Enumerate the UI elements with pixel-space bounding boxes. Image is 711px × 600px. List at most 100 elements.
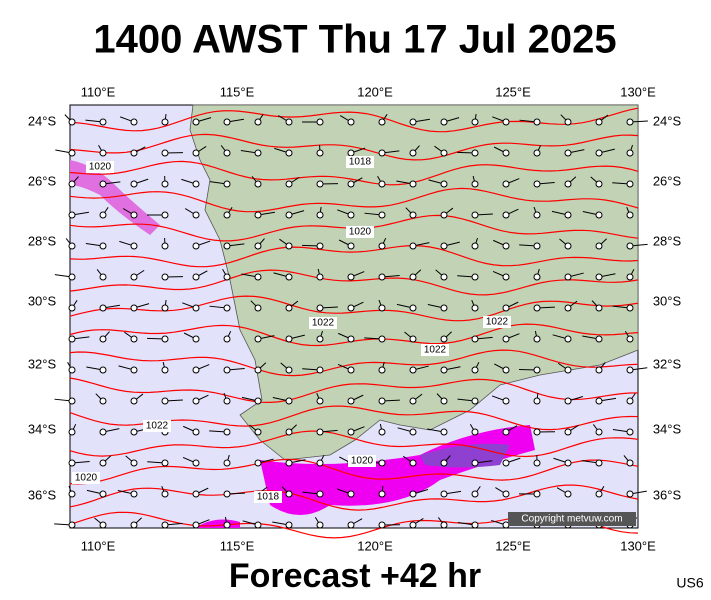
station	[130, 428, 138, 436]
station	[378, 180, 386, 188]
isobar	[69, 323, 639, 347]
station	[316, 180, 324, 188]
station	[471, 459, 479, 467]
station	[564, 490, 572, 498]
station	[564, 180, 572, 188]
station	[409, 149, 417, 157]
station	[130, 180, 138, 188]
station	[440, 180, 448, 188]
station	[285, 242, 293, 250]
station	[502, 304, 510, 312]
station	[347, 273, 355, 281]
station	[533, 366, 541, 374]
station	[192, 428, 200, 436]
station	[409, 335, 417, 343]
station	[564, 211, 572, 219]
copyright-box	[508, 512, 636, 526]
isobar-label-box	[348, 455, 376, 467]
station	[316, 366, 324, 374]
station	[223, 490, 231, 498]
lat-label: 36°S	[653, 487, 682, 502]
station	[471, 335, 479, 343]
station	[254, 366, 262, 374]
station	[502, 211, 510, 219]
station	[68, 428, 76, 436]
lat-label: 24°S	[653, 113, 682, 128]
station	[285, 211, 293, 219]
station	[595, 366, 603, 374]
isobar	[69, 377, 639, 404]
station	[192, 490, 200, 498]
station	[595, 211, 603, 219]
lat-label: 30°S	[28, 293, 57, 308]
station	[347, 428, 355, 436]
station	[471, 521, 479, 529]
station	[223, 118, 231, 126]
station	[626, 490, 634, 498]
station	[378, 428, 386, 436]
lat-label: 36°S	[28, 487, 57, 502]
isobar	[69, 133, 639, 161]
station	[626, 335, 634, 343]
lon-label: 130°E	[620, 538, 656, 553]
station	[347, 490, 355, 498]
station	[192, 273, 200, 281]
station	[626, 304, 634, 312]
isobar-label-box	[254, 491, 282, 503]
station	[564, 242, 572, 250]
station	[533, 304, 541, 312]
station	[378, 118, 386, 126]
station	[626, 211, 634, 219]
lat-label: 26°S	[653, 173, 682, 188]
station	[595, 397, 603, 405]
station	[130, 521, 138, 529]
station	[285, 149, 293, 157]
station	[533, 273, 541, 281]
station	[130, 490, 138, 498]
product-code: US6	[676, 575, 703, 591]
station	[595, 180, 603, 188]
isobar-label: 1020	[351, 456, 374, 467]
lon-label: 125°E	[495, 84, 531, 99]
station	[347, 304, 355, 312]
station	[471, 490, 479, 498]
lat-label: 32°S	[653, 356, 682, 371]
station	[595, 459, 603, 467]
station	[192, 366, 200, 374]
station	[440, 273, 448, 281]
isobar-label-box	[72, 472, 100, 484]
station	[502, 335, 510, 343]
station	[99, 118, 107, 126]
station	[378, 242, 386, 250]
station	[409, 273, 417, 281]
station	[254, 397, 262, 405]
station	[595, 149, 603, 157]
station	[595, 273, 603, 281]
isobar-label: 1020	[75, 473, 98, 484]
station	[533, 242, 541, 250]
station	[316, 242, 324, 250]
station	[471, 397, 479, 405]
station	[595, 304, 603, 312]
station	[533, 397, 541, 405]
station	[285, 490, 293, 498]
station	[285, 397, 293, 405]
station	[533, 490, 541, 498]
station	[471, 273, 479, 281]
station	[254, 242, 262, 250]
station	[316, 304, 324, 312]
station	[626, 242, 634, 250]
isobar	[69, 107, 639, 133]
station	[564, 366, 572, 374]
station	[161, 180, 169, 188]
station	[192, 304, 200, 312]
station	[409, 242, 417, 250]
station	[533, 211, 541, 219]
station	[378, 366, 386, 374]
station	[626, 118, 634, 126]
station	[161, 118, 169, 126]
isobar	[69, 160, 639, 186]
forecast-label: Forecast +42 hr	[229, 557, 481, 595]
wind-stations	[54, 113, 648, 529]
station	[564, 397, 572, 405]
